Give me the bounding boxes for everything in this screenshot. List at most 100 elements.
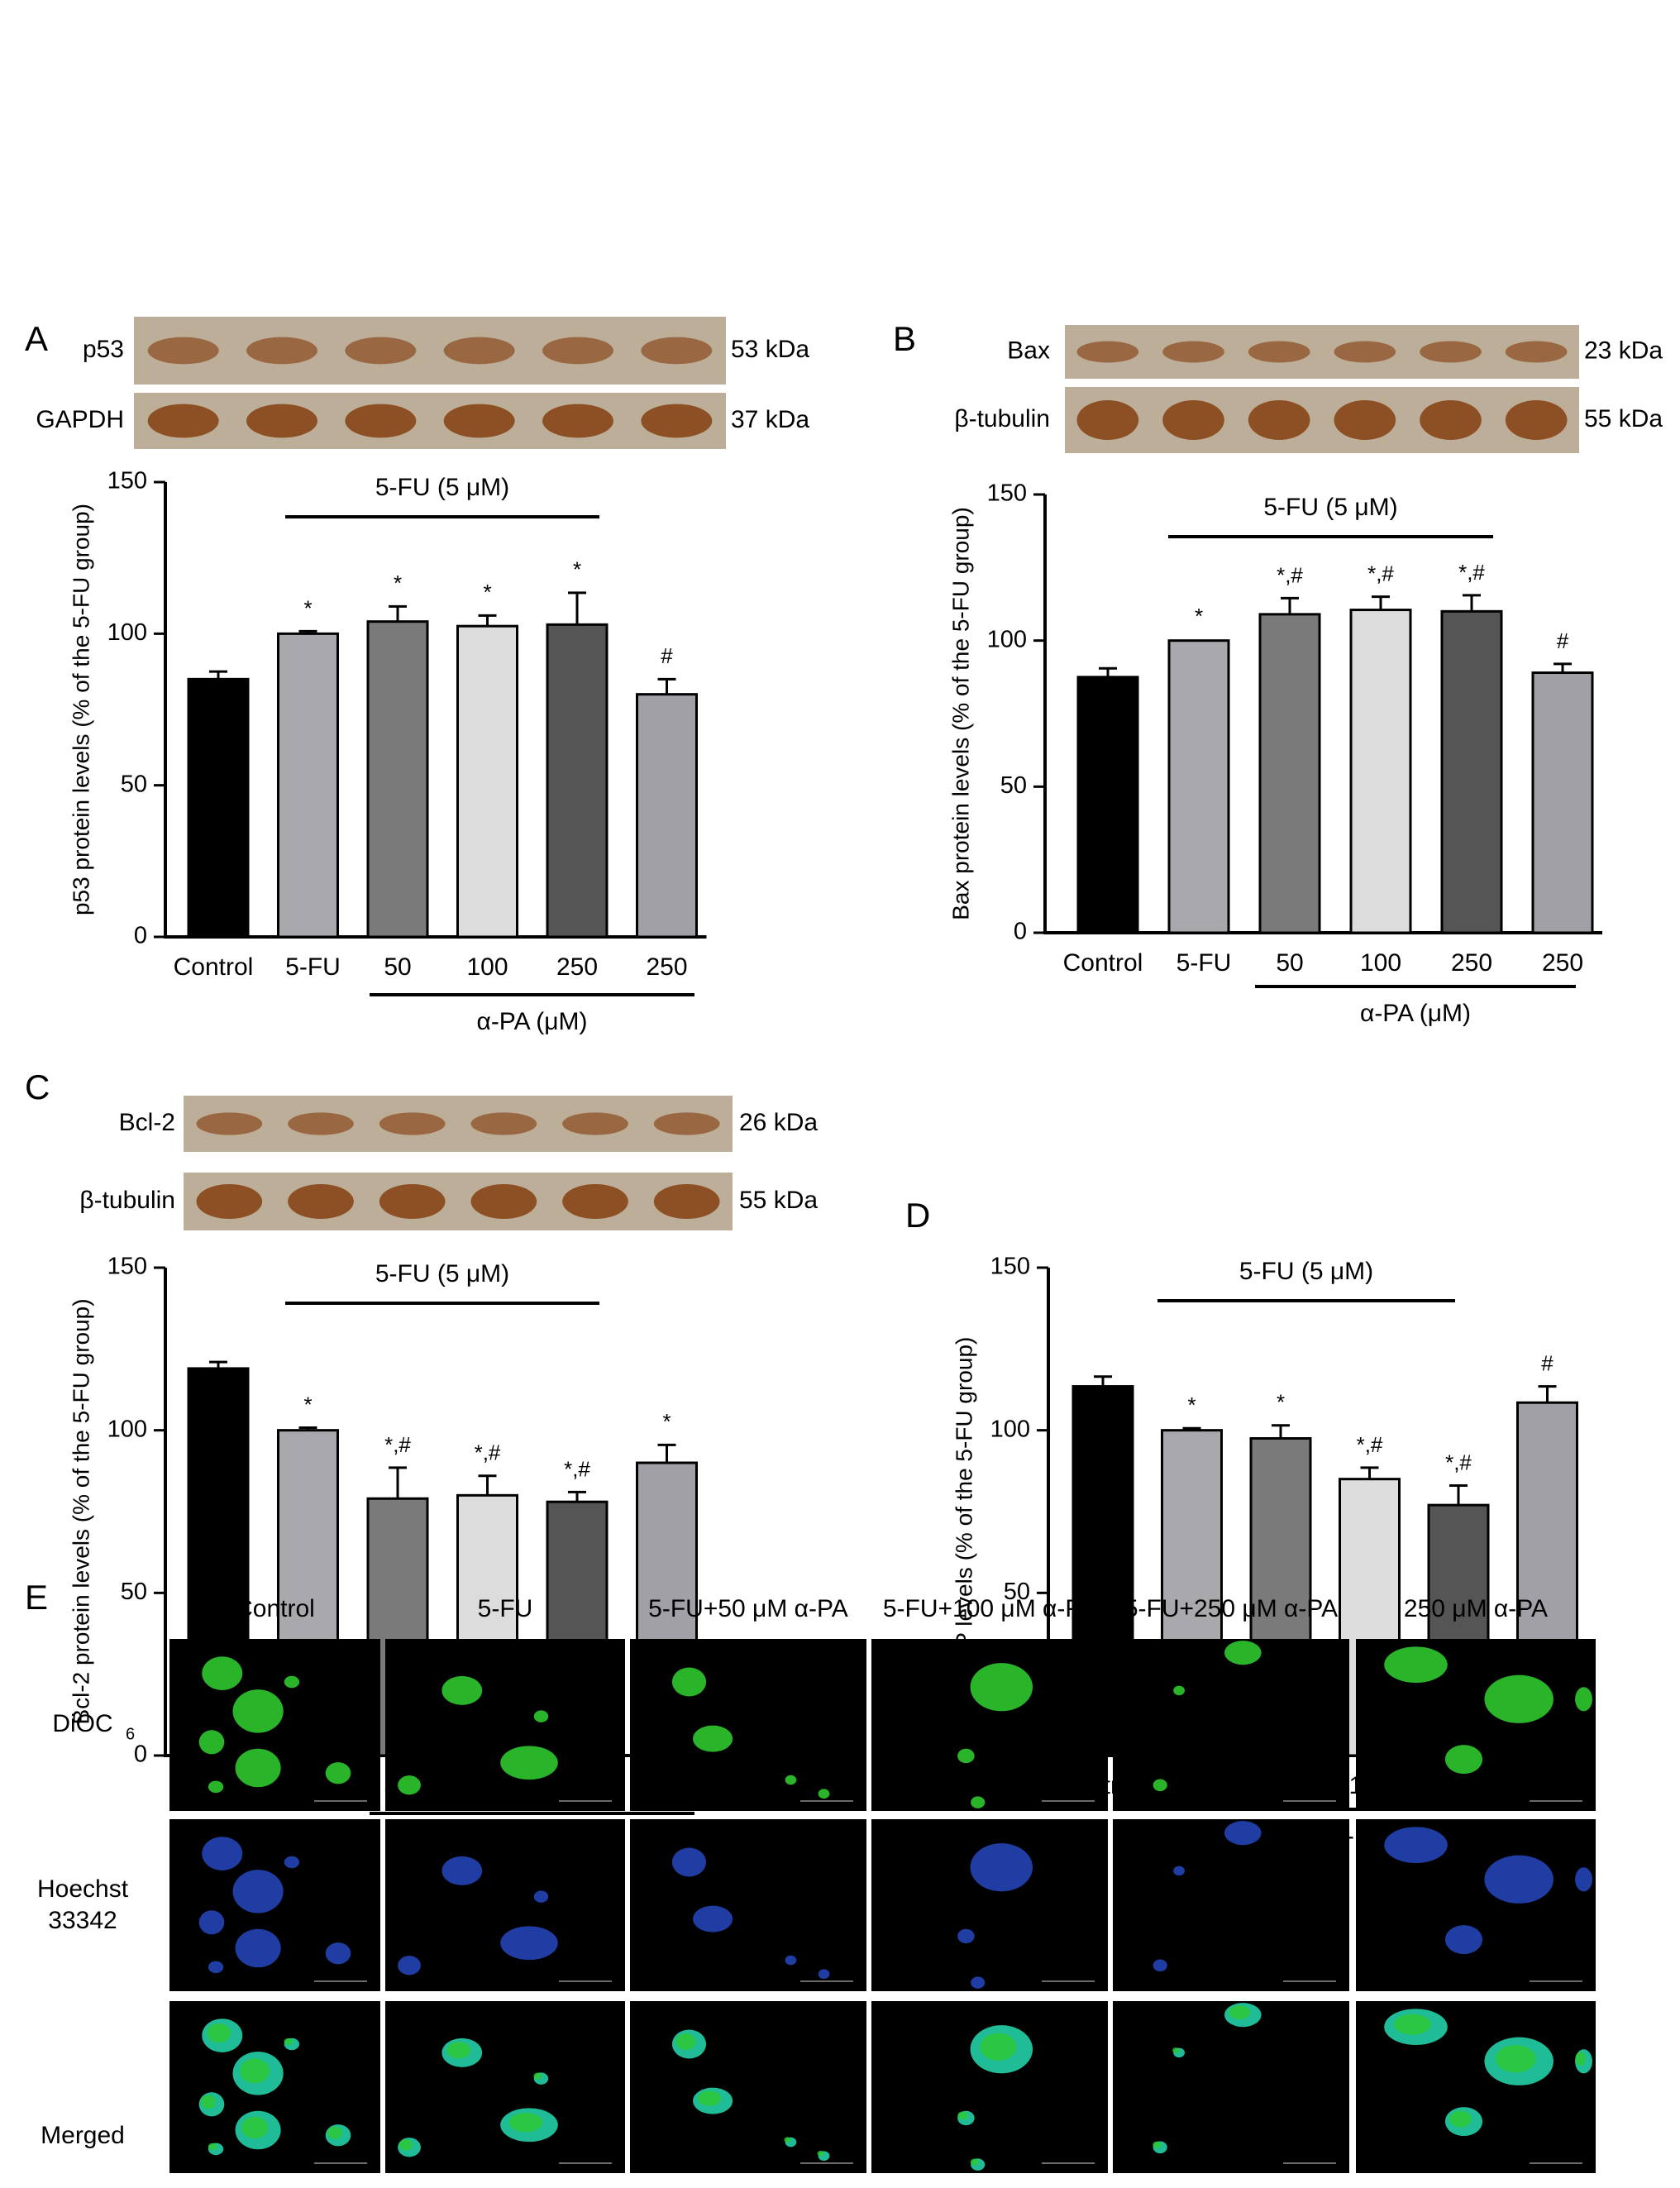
cell-cluster (284, 1856, 300, 1869)
cell-cluster (500, 1746, 558, 1780)
significance-mark: * (303, 595, 312, 620)
bar (1349, 609, 1412, 934)
bar (366, 620, 429, 939)
cell-cluster-overlay (970, 2158, 979, 2166)
y-tick-label: 150 (987, 480, 1027, 507)
blot-size-label: 53 kDa (731, 336, 809, 363)
cell-cluster (957, 1928, 975, 1944)
pa-bracket-label: α-PA (μM) (476, 1008, 587, 1035)
blot-band (1420, 400, 1482, 440)
y-tick-label: 50 (121, 771, 147, 797)
cell-cluster (198, 1910, 225, 1935)
cell-cluster (785, 1955, 797, 1966)
cell-cluster (202, 1837, 243, 1870)
cell-cluster-overlay (327, 2126, 342, 2139)
micrograph-tile (871, 1639, 1108, 1811)
blot-band (562, 1184, 628, 1219)
cell-cluster-overlay (1394, 2014, 1431, 2035)
cell-cluster (1444, 1925, 1483, 1955)
micrograph-tile (1113, 1639, 1349, 1811)
micrograph-tile (871, 2001, 1108, 2173)
cell-cluster (533, 1710, 549, 1722)
y-axis-label: Bax protein levels (% of the 5-FU group) (947, 507, 973, 920)
micrograph-background (630, 1639, 866, 1811)
blot-band (641, 404, 713, 438)
cell-cluster (1153, 1779, 1167, 1792)
category-label: 50 (1276, 949, 1303, 977)
chart-axes: 0 50 100 150 Bax protein levels (% of the 5-… (947, 480, 1602, 945)
cell-cluster (500, 1926, 558, 1961)
blot-band (1162, 400, 1224, 440)
cell-cluster-overlay (1229, 2005, 1251, 2019)
cell-cluster (970, 1663, 1033, 1712)
bar (1167, 639, 1230, 934)
cell-cluster (533, 1890, 549, 1903)
cell-cluster (671, 1847, 707, 1877)
blot-strip (1065, 387, 1579, 453)
panel-letter: E (25, 1578, 48, 1617)
cell-cluster-overlay (1449, 2110, 1472, 2128)
cell-cluster (235, 1928, 281, 1968)
cell-cluster-overlay (698, 2090, 722, 2106)
blot-strip (1065, 325, 1579, 379)
fu-bracket-label: 5-FU (5 μM) (375, 474, 509, 501)
blot-band (147, 337, 219, 365)
cell-cluster (1384, 1646, 1448, 1684)
blot-band (147, 404, 219, 438)
blot-label: p53 (83, 336, 124, 363)
micrograph-background (871, 2001, 1108, 2173)
blot-band (653, 1184, 720, 1219)
significance-mark: * (1195, 604, 1203, 628)
blot-label: Bax (1007, 337, 1050, 364)
cell-cluster (441, 1856, 483, 1885)
cell-cluster-overlay (399, 2139, 413, 2151)
column-label: Control (235, 1595, 315, 1622)
cell-cluster (970, 1843, 1033, 1892)
cell-cluster-overlay (1575, 2052, 1586, 2066)
blot-band (196, 1184, 263, 1219)
significance-mark: * (483, 580, 491, 604)
blot-size-label: 26 kDa (739, 1109, 818, 1136)
cell-cluster (208, 1961, 224, 1974)
y-tick-label: 50 (1004, 1579, 1030, 1605)
y-tick-label: 0 (134, 923, 147, 949)
y-axis-label: MMP levels (% of the 5-FU group) (951, 1337, 976, 1687)
category-label: 100 (1360, 949, 1401, 977)
y-tick-label: 100 (990, 1416, 1030, 1442)
micrograph-background (1113, 2001, 1349, 2173)
pa-bracket-label: α-PA (μM) (1360, 1000, 1471, 1027)
cell-cluster (1484, 1674, 1554, 1723)
blot-band (345, 404, 417, 438)
cell-cluster-overlay (784, 2137, 791, 2143)
blot-band (246, 337, 317, 365)
blot-size-label: 55 kDa (1584, 405, 1663, 432)
blot-band (379, 1112, 446, 1135)
blot-band (288, 1112, 354, 1135)
cell-cluster-overlay (207, 2023, 231, 2043)
blot-band (470, 1184, 537, 1219)
category-label: 100 (466, 953, 508, 981)
significance-mark: *,# (1277, 562, 1303, 587)
bar (1258, 613, 1321, 934)
cell-cluster-overlay (1495, 2045, 1536, 2073)
blot-membrane (184, 1096, 733, 1152)
micrograph-background (630, 1819, 866, 1991)
category-label: 250 (646, 953, 687, 981)
significance-mark: *,# (564, 1456, 590, 1481)
cell-cluster-overlay (208, 2143, 217, 2151)
y-tick-label: 150 (107, 468, 147, 494)
micrograph-tile (1356, 2001, 1596, 2173)
blot-strip (134, 393, 726, 449)
bar (1076, 676, 1139, 934)
y-tick-label: 100 (987, 626, 1027, 652)
category-label: Control (1063, 949, 1143, 977)
blot-membrane (134, 317, 726, 385)
cell-cluster (1173, 1685, 1185, 1696)
significance-mark: * (394, 571, 402, 595)
row-label-dioc: DiOC (52, 1710, 112, 1737)
blot-label: β-tubulin (79, 1187, 175, 1214)
blot-band (1076, 400, 1139, 440)
category-label: 50 (384, 953, 411, 981)
